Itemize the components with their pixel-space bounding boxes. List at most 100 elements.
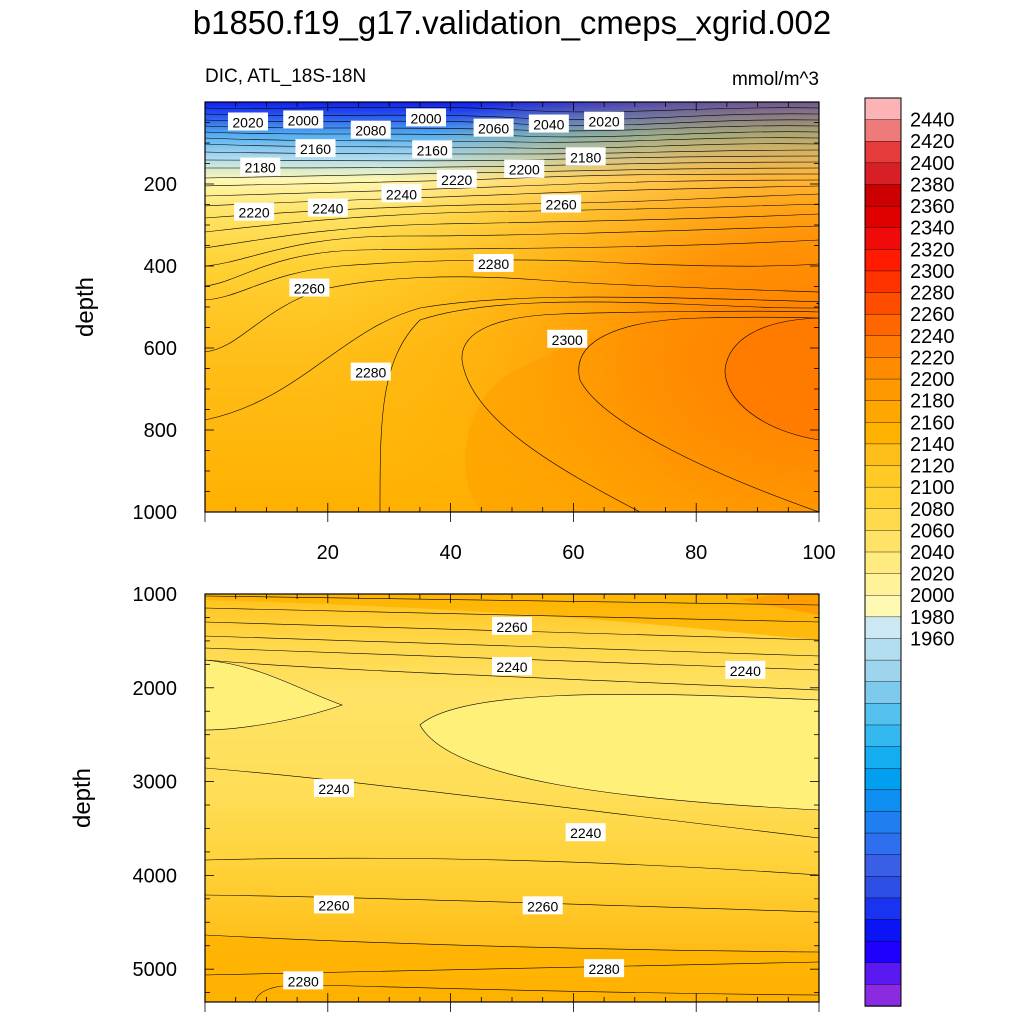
contour-label-text: 2260 bbox=[496, 619, 527, 635]
contour-label-box bbox=[289, 278, 330, 297]
colorbar-swatch bbox=[864, 97, 902, 121]
colorbar-swatch bbox=[864, 422, 902, 445]
contour-label: 2240 bbox=[492, 657, 532, 676]
contour-label-text: 2160 bbox=[417, 142, 448, 158]
contour-label-text: 2180 bbox=[570, 149, 601, 165]
colorbar-swatch bbox=[864, 876, 902, 899]
contour-label: 2240 bbox=[725, 660, 766, 679]
contour-label: 2000 bbox=[283, 110, 324, 129]
contour-label-box bbox=[584, 959, 625, 978]
contour-label-box bbox=[381, 184, 422, 203]
colorbar-label: 2380 bbox=[910, 174, 955, 196]
upper-fill-2320 bbox=[724, 318, 819, 440]
colorbar-label: 2220 bbox=[910, 347, 955, 369]
contour-label: 2240 bbox=[565, 823, 606, 842]
contour-label: 2280 bbox=[584, 959, 625, 978]
contour-label: 2260 bbox=[522, 896, 563, 915]
contour-label-box bbox=[565, 823, 606, 842]
contour-label-text: 2220 bbox=[441, 172, 472, 188]
x-tick-label: 40 bbox=[439, 542, 461, 564]
contour-label-text: 2160 bbox=[300, 141, 331, 157]
contour-label: 2000 bbox=[406, 108, 447, 127]
contour-label-box bbox=[473, 253, 514, 272]
upper-contour-labels: 2020 2000 2080 2000 2060 2040 2020 2160 2160 2180… bbox=[227, 108, 625, 381]
contour-label: 2280 bbox=[473, 253, 514, 272]
colorbar-swatch bbox=[864, 811, 902, 834]
colorbar-label: 1980 bbox=[910, 607, 955, 629]
colorbar-swatch bbox=[864, 746, 902, 769]
colorbar-swatch bbox=[864, 638, 902, 661]
contour-label-text: 2240 bbox=[318, 781, 349, 797]
y-tick-label: 3000 bbox=[133, 772, 178, 794]
colorbar-label: 2120 bbox=[910, 456, 955, 478]
contour-label-text: 2220 bbox=[239, 205, 270, 221]
contour-label-text: 2300 bbox=[552, 332, 583, 348]
y-tick-label: 400 bbox=[144, 256, 177, 278]
colorbar-label: 2360 bbox=[910, 196, 955, 218]
contour-label-text: 2280 bbox=[589, 961, 620, 977]
x-tick-label: 20 bbox=[317, 542, 339, 564]
contour-label: 2220 bbox=[234, 202, 275, 221]
contour-label-text: 2240 bbox=[386, 186, 417, 202]
contour-label-box bbox=[725, 660, 766, 679]
colorbar-swatch bbox=[864, 616, 902, 640]
colorbar-label: 2340 bbox=[910, 218, 955, 240]
contour-label-box bbox=[584, 111, 625, 130]
contour-label: 2260 bbox=[541, 194, 582, 213]
contour-label-box bbox=[492, 616, 532, 635]
colorbar-swatch bbox=[864, 551, 902, 575]
colorbar-label: 1960 bbox=[910, 628, 955, 650]
contour-label: 2180 bbox=[240, 157, 281, 176]
contour-label: 2220 bbox=[436, 169, 477, 188]
contour-label: 2260 bbox=[289, 278, 330, 297]
colorbar-swatch bbox=[864, 703, 902, 726]
y-tick-label: 4000 bbox=[133, 865, 178, 887]
colorbar-label: 2060 bbox=[910, 520, 955, 542]
y-tick-label: 600 bbox=[144, 338, 177, 360]
lower-contour-labels: 2260 2240 2240 2240 2240 2260 2260 2280 2280 bbox=[283, 616, 766, 990]
colorbar: 2440242024002380236023402320230022802260… bbox=[864, 97, 955, 1007]
colorbar-swatch bbox=[864, 292, 902, 315]
contour-label-text: 2240 bbox=[570, 825, 601, 841]
contour-label-text: 2240 bbox=[312, 201, 343, 217]
colorbar-label: 2280 bbox=[910, 283, 955, 305]
colorbar-swatch bbox=[864, 205, 902, 229]
contour-label-text: 2280 bbox=[478, 256, 509, 272]
contour-label-box bbox=[307, 198, 348, 217]
colorbar-swatch bbox=[864, 162, 902, 186]
contour-label-text: 2260 bbox=[546, 197, 577, 213]
contour-label-text: 2280 bbox=[355, 365, 386, 381]
contour-label-text: 2060 bbox=[478, 121, 509, 137]
contour-label: 2260 bbox=[492, 616, 532, 635]
colorbar-swatch bbox=[864, 724, 902, 748]
lower-y-axis-label: depth bbox=[69, 768, 96, 828]
colorbar-label: 2320 bbox=[910, 239, 955, 261]
colorbar-label: 2400 bbox=[910, 153, 955, 175]
chart-title: b1850.f19_g17.validation_cmeps_xgrid.002 bbox=[192, 4, 832, 41]
colorbar-swatches bbox=[864, 97, 902, 1007]
contour-label-text: 2240 bbox=[496, 659, 527, 675]
colorbar-swatch bbox=[864, 573, 902, 596]
colorbar-swatch bbox=[864, 681, 902, 705]
contour-label-box bbox=[473, 118, 514, 137]
contour-label: 2240 bbox=[381, 184, 422, 203]
colorbar-label: 2180 bbox=[910, 391, 955, 413]
contour-label-text: 2080 bbox=[355, 123, 386, 139]
colorbar-swatch bbox=[864, 767, 902, 791]
contour-label: 2260 bbox=[313, 895, 354, 914]
contour-label-box bbox=[240, 157, 281, 176]
contour-label: 2080 bbox=[350, 120, 391, 139]
colorbar-swatch bbox=[864, 962, 902, 986]
contour-label-box bbox=[406, 108, 447, 127]
colorbar-label: 2100 bbox=[910, 477, 955, 499]
colorbar-swatch bbox=[864, 789, 902, 813]
contour-label-box bbox=[436, 169, 477, 188]
lower-tick-marks bbox=[204, 593, 820, 1012]
colorbar-swatch bbox=[864, 465, 902, 488]
contour-label: 2200 bbox=[504, 159, 545, 178]
lower-fill-2230-east bbox=[420, 694, 819, 810]
colorbar-swatch bbox=[864, 832, 902, 856]
colorbar-label: 2240 bbox=[910, 326, 955, 348]
